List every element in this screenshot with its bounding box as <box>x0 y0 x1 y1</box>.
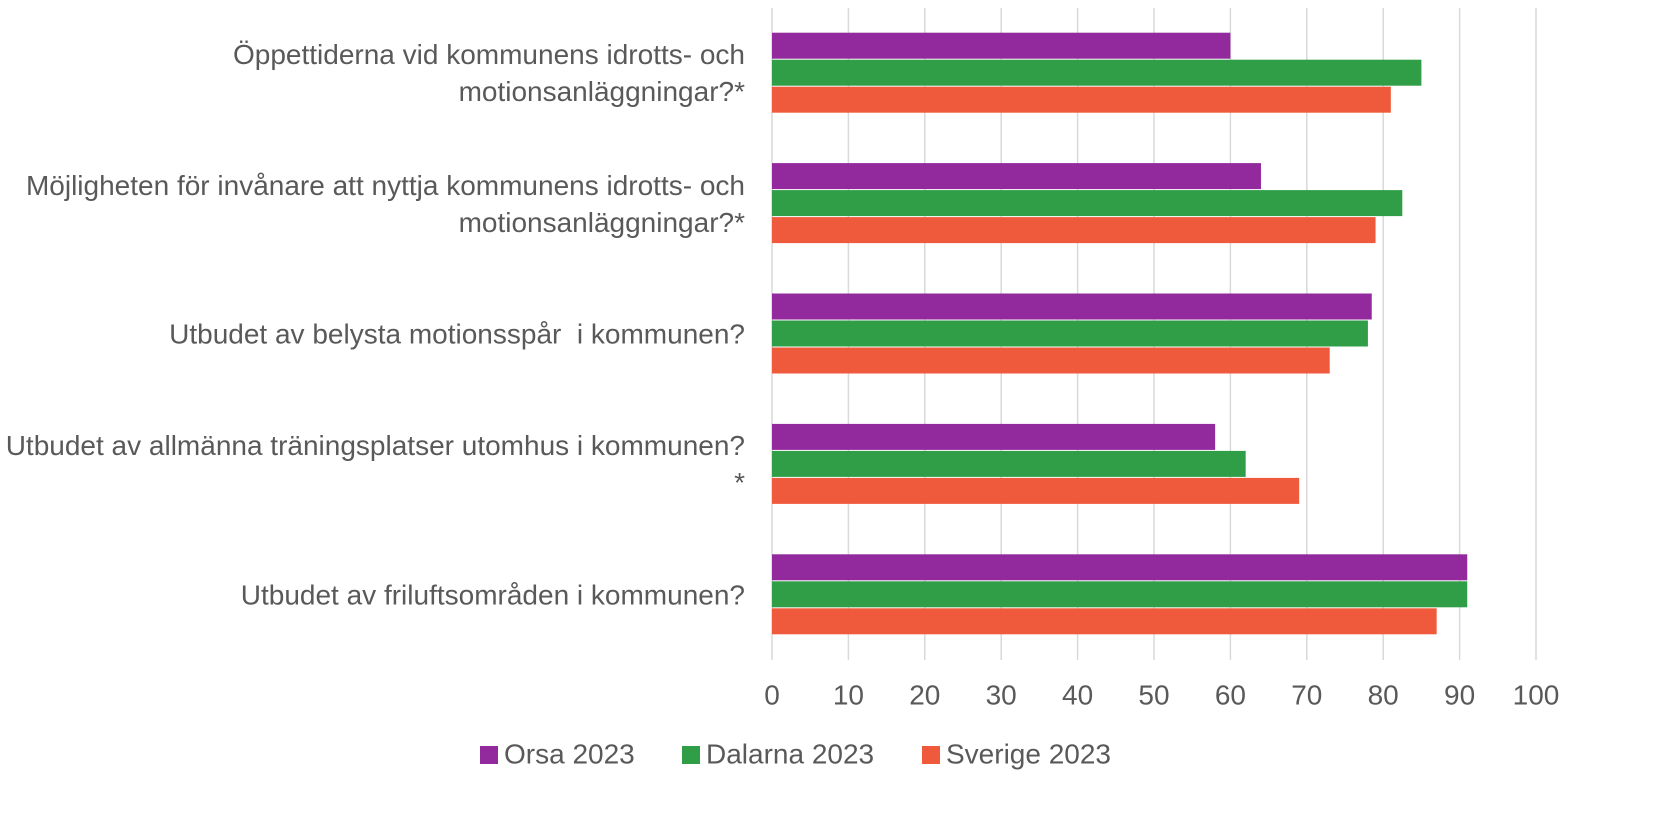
bar <box>772 86 1391 113</box>
bar <box>772 581 1468 608</box>
x-tick-label: 20 <box>909 679 940 710</box>
bar <box>772 217 1376 244</box>
bar <box>772 554 1468 581</box>
x-tick-label: 80 <box>1368 679 1399 710</box>
category-label: Öppettiderna vid kommunens idrotts- och … <box>232 39 753 108</box>
legend-swatch <box>480 746 498 764</box>
x-tick-label: 30 <box>986 679 1017 710</box>
category-label: Utbudet av allmänna träningsplatser utom… <box>5 430 745 499</box>
legend-swatch <box>682 746 700 764</box>
bar <box>772 32 1231 59</box>
x-tick-label: 10 <box>833 679 864 710</box>
bar <box>772 450 1246 477</box>
category-label: Utbudet av friluftsområden i kommunen? <box>240 579 745 611</box>
x-tick-label: 90 <box>1444 679 1475 710</box>
bar <box>772 190 1403 217</box>
x-tick-label: 0 <box>764 679 780 710</box>
legend-swatch <box>922 746 940 764</box>
bar <box>772 320 1368 347</box>
legend-label: Dalarna 2023 <box>706 738 874 769</box>
bar <box>772 163 1261 190</box>
legend-label: Orsa 2023 <box>504 738 635 769</box>
x-tick-label: 70 <box>1291 679 1322 710</box>
bar <box>772 347 1330 374</box>
bar <box>772 59 1422 86</box>
bar <box>772 423 1216 450</box>
bar <box>772 608 1437 635</box>
category-label: Möjligheten för invånare att nyttja komm… <box>25 169 753 238</box>
legend-label: Sverige 2023 <box>946 738 1111 769</box>
x-tick-label: 50 <box>1138 679 1169 710</box>
bar <box>772 293 1372 320</box>
x-tick-label: 60 <box>1215 679 1246 710</box>
x-tick-label: 40 <box>1062 679 1093 710</box>
x-tick-label: 100 <box>1513 679 1560 710</box>
category-label: Utbudet av belysta motionsspår i kommune… <box>169 318 745 350</box>
bar <box>772 477 1300 504</box>
